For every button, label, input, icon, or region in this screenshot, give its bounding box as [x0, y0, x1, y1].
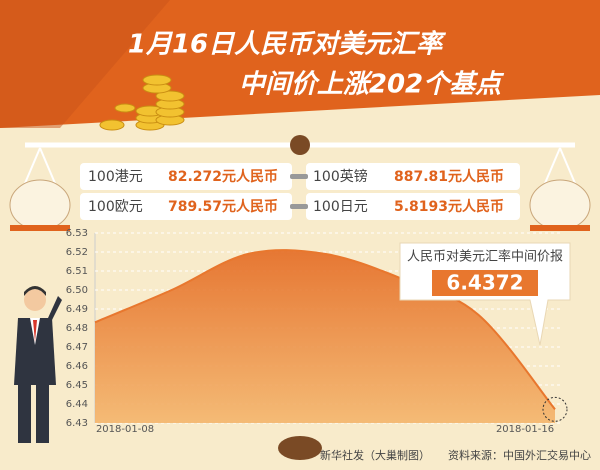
banner [0, 0, 600, 128]
end-marker [542, 396, 568, 422]
credit: 新华社发（大巢制图） [320, 448, 430, 462]
y-tick-label: 6.48 [66, 323, 88, 334]
currency: 100日元 [313, 199, 368, 215]
rate: 5.8193元人民币 [394, 198, 504, 215]
businessman [14, 286, 62, 443]
annotation: 人民币对美元汇率中间价报 [407, 249, 563, 265]
y-tick-label: 6.51 [66, 266, 88, 277]
money-bag [529, 179, 591, 231]
y-tick-label: 6.49 [66, 304, 88, 315]
rate-box [80, 163, 292, 190]
y-tick-label: 6.47 [66, 342, 88, 353]
x-tick-label: 2018-01-16 [496, 424, 554, 435]
rate-box [306, 193, 520, 220]
value-label: 6.4372 [446, 271, 523, 295]
money-bag [9, 179, 71, 231]
source: 资料来源：中国外汇交易中心 [448, 448, 591, 462]
currency: 100英镑 [313, 168, 368, 185]
pan [530, 225, 590, 231]
y-tick-label: 6.43 [66, 418, 88, 429]
balance-pivot [290, 135, 310, 155]
rate: 789.57元人民币 [168, 198, 278, 215]
currency: 100欧元 [88, 199, 143, 215]
y-tick-label: 6.45 [66, 380, 88, 391]
balance-base [278, 436, 322, 460]
rate-box [80, 193, 292, 220]
title-line: 中间价上涨202个基点 [239, 70, 505, 100]
connector [290, 204, 308, 209]
value-box [432, 270, 538, 296]
y-tick-label: 6.50 [66, 285, 88, 296]
rate: 887.81元人民币 [394, 168, 504, 185]
currency: 100港元 [88, 169, 143, 185]
rate-box [306, 163, 520, 190]
rate: 82.272元人民币 [168, 168, 278, 185]
y-tick-label: 6.46 [66, 361, 88, 372]
x-tick-label: 2018-01-08 [96, 424, 154, 435]
line [94, 249, 556, 410]
title-line: 1月16日人民币对美元汇率 [128, 30, 446, 60]
connector [290, 174, 308, 179]
pan [10, 225, 70, 231]
banner-stripe [0, 0, 170, 128]
y-tick-label: 6.53 [66, 228, 88, 239]
coins [99, 74, 185, 131]
chart: 6.43 6.44 6.45 6.46 6.47 6.48 6.49 6.50 6.51 6.52… [66, 228, 571, 435]
y-tick-label: 6.52 [66, 247, 88, 258]
y-tick-label: 6.44 [66, 399, 88, 410]
